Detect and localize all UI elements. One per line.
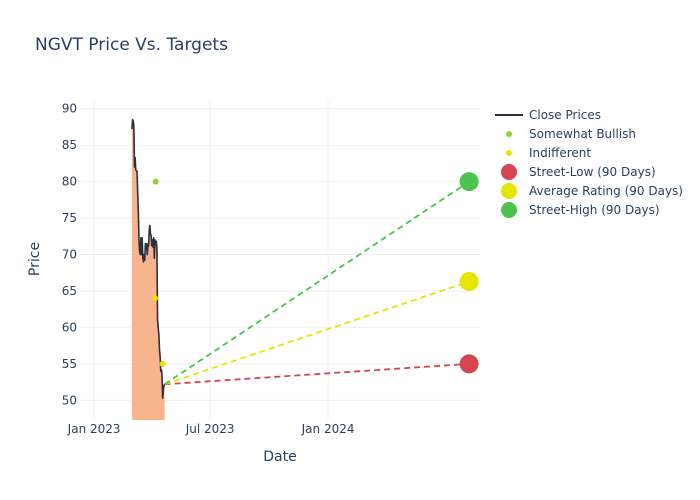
legend-item[interactable]: Average Rating (90 Days) (501, 183, 683, 199)
legend-item[interactable]: Street-High (90 Days) (501, 202, 660, 218)
target-layer (164, 180, 470, 386)
x-axis-title: Date (263, 449, 296, 465)
average-rating-line (164, 280, 470, 386)
y-tick-label: 55 (62, 357, 77, 371)
y-tick-label: 70 (62, 248, 77, 262)
legend-dot-swatch (501, 164, 517, 180)
legend-label: Street-Low (90 Days) (529, 165, 656, 179)
street-high-line (164, 180, 470, 386)
y-tick-label: 65 (62, 284, 77, 298)
legend-item[interactable]: Close Prices (495, 108, 601, 122)
close-price-area (131, 119, 165, 421)
legend[interactable]: Close Prices Somewhat Bullish Indifferent S… (495, 108, 683, 218)
legend-dot-swatch (506, 131, 512, 137)
legend-item[interactable]: Street-Low (90 Days) (501, 164, 656, 180)
area-layer (131, 119, 165, 421)
x-tick-label: Jul 2023 (185, 422, 235, 436)
indifferent-point (159, 360, 166, 367)
legend-label: Somewhat Bullish (529, 127, 636, 141)
price-layer (131, 118, 166, 399)
y-tick-label: 50 (62, 393, 77, 407)
street-low-line (164, 362, 470, 386)
x-tick-label: Jan 2023 (67, 422, 121, 436)
legend-label: Indifferent (529, 146, 591, 160)
legend-dot-swatch (506, 150, 512, 156)
indifferent-point (152, 295, 158, 302)
legend-label: Close Prices (529, 108, 601, 122)
average-rating-marker (459, 272, 479, 292)
close-price-line (131, 118, 166, 399)
chart-title: NGVT Price Vs. Targets (35, 35, 228, 55)
y-axis-title: Price (27, 242, 43, 276)
legend-item[interactable]: Somewhat Bullish (506, 127, 636, 141)
legend-label: Average Rating (90 Days) (529, 184, 683, 198)
x-tick-label: Jan 2024 (301, 422, 355, 436)
legend-item[interactable]: Indifferent (506, 146, 591, 160)
y-tick-label: 80 (62, 175, 77, 189)
legend-dot-swatch (501, 202, 517, 218)
tick-layer: 50 55 60 65 70 75 80 85 90 Jan 2023 Jul 2023 Jan 20… (62, 102, 355, 436)
marker-layer (152, 172, 479, 374)
y-tick-label: 85 (62, 138, 77, 152)
somewhat-bullish-point (152, 178, 159, 185)
y-tick-label: 60 (62, 320, 77, 334)
street-high-marker (459, 172, 479, 192)
legend-dot-swatch (501, 183, 517, 199)
legend-label: Street-High (90 Days) (529, 203, 660, 217)
y-tick-label: 90 (62, 102, 77, 116)
y-tick-label: 75 (62, 211, 77, 225)
street-low-marker (459, 354, 479, 374)
